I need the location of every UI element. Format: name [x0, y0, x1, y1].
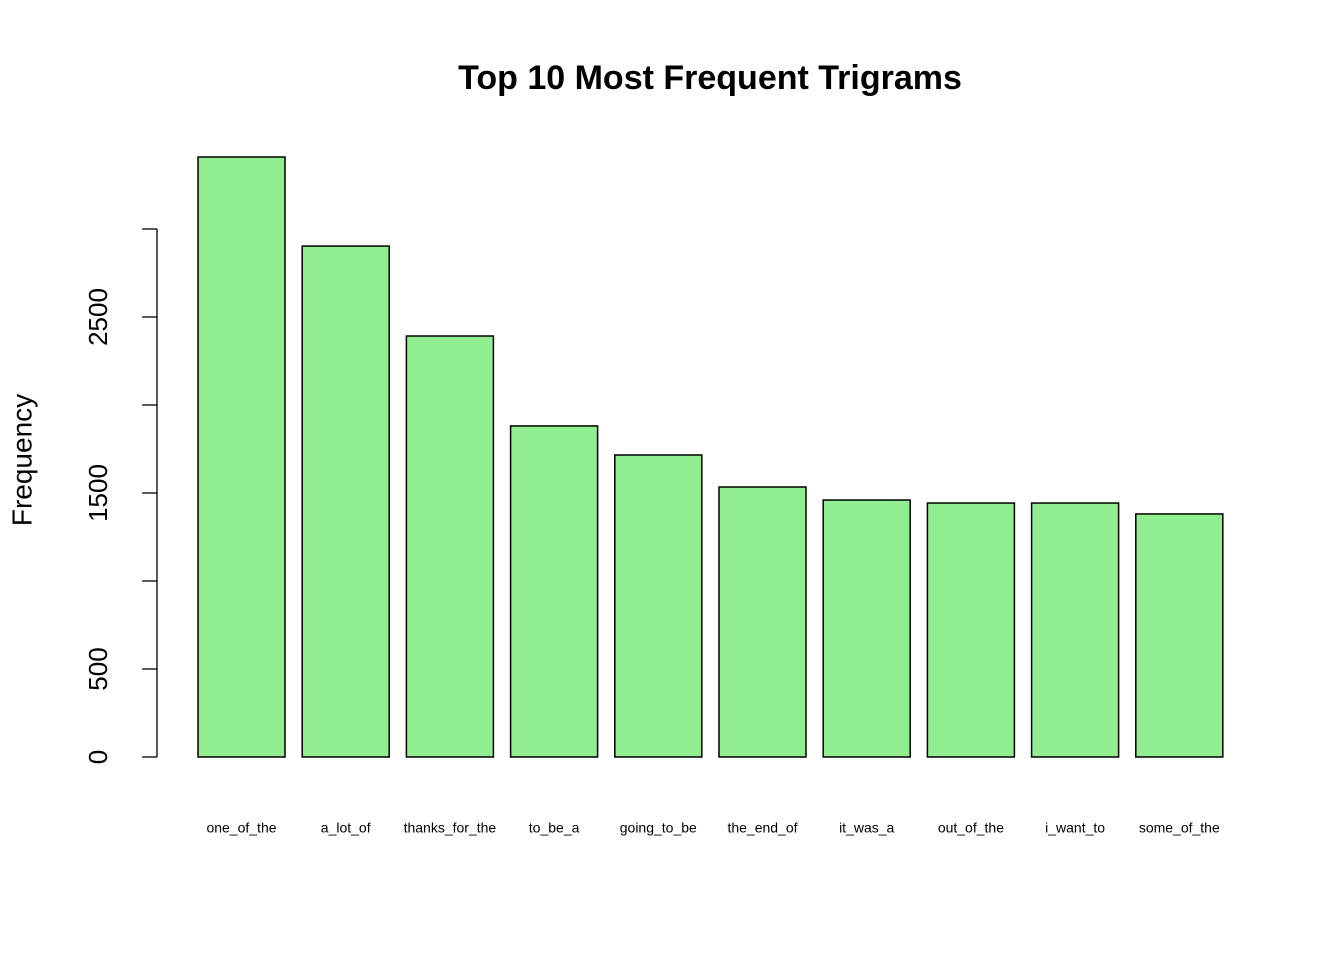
y-tick-label: 2500	[83, 288, 113, 346]
bar	[197, 156, 286, 758]
x-tick-label: out_of_the	[938, 820, 1004, 836]
x-tick-label: thanks_for_the	[404, 820, 497, 836]
y-tick-label: 0	[83, 750, 113, 764]
x-tick-label: the_end_of	[727, 820, 797, 836]
x-tick-label: going_to_be	[620, 820, 697, 836]
x-tick-label: a_lot_of	[321, 820, 371, 836]
x-tick-label: i_want_to	[1045, 820, 1105, 836]
y-axis-label: Frequency	[6, 394, 37, 526]
bar	[301, 245, 390, 758]
bar	[405, 335, 495, 758]
bar	[509, 425, 599, 758]
x-tick-label: one_of_the	[206, 820, 276, 836]
y-tick-label: 1500	[83, 464, 113, 522]
x-tick-label: to_be_a	[529, 820, 580, 836]
bar	[718, 486, 807, 758]
chart-title: Top 10 Most Frequent Trigrams	[458, 59, 962, 97]
y-tick-label: 500	[83, 647, 113, 690]
bar	[1030, 502, 1120, 758]
bar	[1135, 513, 1224, 758]
x-tick-label: some_of_the	[1139, 820, 1220, 836]
x-tick-label: it_was_a	[839, 820, 894, 836]
bar	[926, 502, 1016, 758]
bar	[822, 499, 911, 758]
bar	[614, 454, 703, 758]
